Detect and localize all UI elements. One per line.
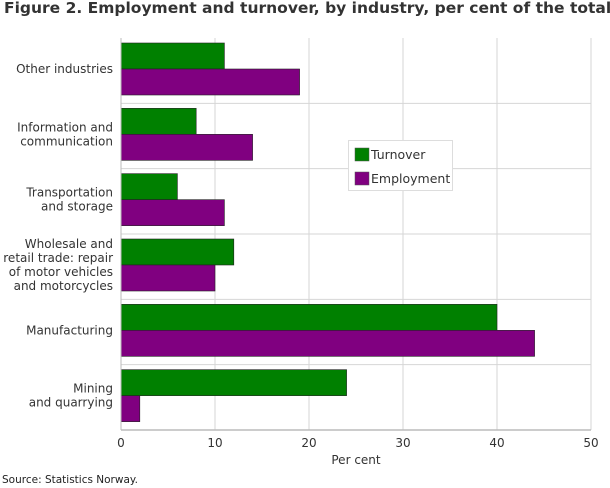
x-tick-label: 0 (117, 436, 125, 450)
bar-employment (120, 134, 253, 161)
bar-turnover (120, 173, 178, 200)
source-note: Source: Statistics Norway. (2, 474, 138, 486)
category-label: Wholesale and (25, 237, 113, 251)
category-label: Mining (73, 382, 113, 396)
x-tick-label: 10 (207, 436, 222, 450)
bar-turnover (120, 304, 498, 331)
category-label: communication (20, 134, 113, 148)
legend-label: Turnover (370, 147, 426, 162)
chart-title: Figure 2. Employment and turnover, by in… (4, 0, 610, 17)
category-label: Other industries (16, 62, 113, 76)
bar-turnover (120, 108, 197, 135)
category-label: retail trade: repair (3, 251, 113, 265)
bar-employment (120, 68, 300, 96)
category-label: of motor vehicles (9, 265, 113, 279)
x-tick-label: 40 (489, 436, 504, 450)
category-label: and motorcycles (14, 279, 113, 293)
bar-employment (120, 395, 141, 422)
legend-swatch-employment (354, 171, 370, 186)
bar-employment (120, 199, 225, 226)
category-label: and quarrying (29, 396, 113, 410)
bar-employment (120, 264, 216, 292)
legend-label: Employment (371, 171, 450, 186)
legend-swatch-turnover (354, 147, 370, 162)
category-label: Manufacturing (26, 323, 113, 337)
x-tick-label: 50 (583, 436, 598, 450)
x-axis-label: Per cent (331, 453, 381, 467)
category-label: Information and (17, 120, 113, 134)
bar-turnover (120, 238, 235, 266)
bar-employment (120, 330, 535, 357)
bar-turnover (120, 42, 225, 70)
category-label: Transportation (25, 186, 113, 200)
bar-turnover (120, 369, 347, 396)
category-label: and storage (41, 200, 113, 214)
x-tick-label: 30 (395, 436, 410, 450)
x-tick-label: 20 (301, 436, 316, 450)
